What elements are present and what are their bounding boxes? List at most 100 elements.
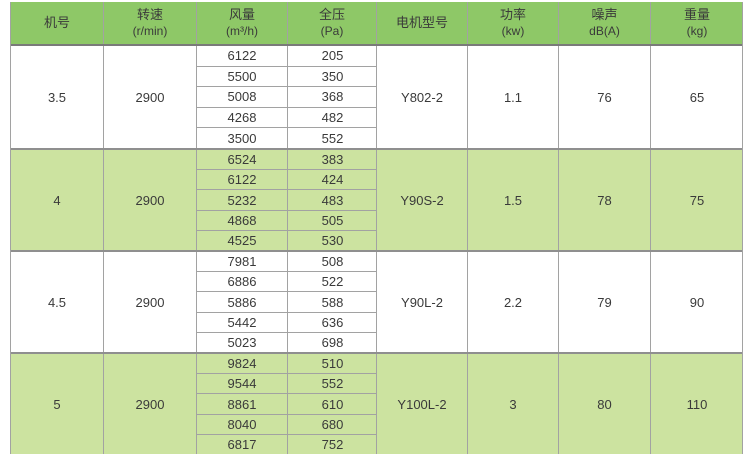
speed-cell: 2900 bbox=[104, 46, 197, 148]
airflow-value: 3500 bbox=[197, 128, 288, 148]
column-header-speed: 转速 (r/min) bbox=[104, 2, 197, 44]
airflow-value: 5500 bbox=[197, 66, 288, 87]
airflow-value: 9824 bbox=[197, 354, 288, 374]
column-header-label: 噪声 bbox=[591, 7, 618, 23]
weight-cell: 65 bbox=[689, 89, 705, 105]
pressure-value: 368 bbox=[321, 89, 344, 105]
airflow-pressure-row: 7981 508 bbox=[197, 252, 376, 272]
pressure-value: 588 bbox=[321, 294, 344, 310]
column-header-power: 功率 (kw) bbox=[468, 2, 559, 44]
noise-cell: 78 bbox=[559, 150, 651, 250]
fan-size-cell: 3.5 bbox=[11, 46, 104, 148]
column-header-airflow: 风量 (m³/h) bbox=[197, 2, 288, 44]
airflow-pressure-row: 6817 752 bbox=[197, 433, 376, 454]
pressure-value: 483 bbox=[321, 192, 344, 208]
airflow-value: 7981 bbox=[197, 252, 288, 272]
row-group: 3.5 2900 6122 205 5500 350 5008 368 4268 482 350… bbox=[11, 46, 742, 148]
pressure-value: 752 bbox=[321, 436, 344, 452]
airflow-pressure-row: 9824 510 bbox=[197, 354, 376, 374]
pressure-value: 636 bbox=[321, 314, 344, 330]
airflow-pressure-subrows: 6122 205 5500 350 5008 368 4268 482 3500 552 bbox=[197, 46, 377, 148]
airflow-pressure-subrows: 6524 383 6122 424 5232 483 4868 505 4525 530 bbox=[197, 150, 377, 251]
column-header-unit: dB(A) bbox=[589, 23, 620, 38]
airflow-value: 5886 bbox=[197, 292, 288, 312]
column-header-label: 机号 bbox=[43, 14, 70, 30]
power-cell: 3 bbox=[468, 354, 559, 454]
airflow-value: 6122 bbox=[197, 170, 288, 190]
pressure-value: 522 bbox=[321, 274, 344, 290]
airflow-value: 5232 bbox=[197, 190, 288, 210]
row-group: 4.5 2900 7981 508 6886 522 5886 588 5442 636 502… bbox=[11, 250, 742, 353]
airflow-value: 8040 bbox=[197, 414, 288, 434]
airflow-pressure-row: 5023 698 bbox=[197, 331, 376, 353]
noise-cell: 76 bbox=[559, 46, 651, 148]
fan-size-cell: 5 bbox=[11, 354, 104, 454]
speed-cell: 2900 bbox=[104, 252, 197, 352]
airflow-value: 5023 bbox=[197, 332, 288, 353]
power-cell: 1.5 bbox=[468, 150, 559, 250]
column-header-weight: 重量 (kg) bbox=[651, 2, 743, 44]
column-header-label: 全压 bbox=[318, 7, 345, 23]
airflow-value: 6817 bbox=[197, 434, 288, 454]
pressure-value: 510 bbox=[321, 356, 344, 372]
airflow-pressure-subrows: 9824 510 9544 552 8861 610 8040 680 6817 752 bbox=[197, 354, 377, 454]
noise-cell: 80 bbox=[559, 354, 651, 454]
airflow-pressure-subrows: 7981 508 6886 522 5886 588 5442 636 5023 698 bbox=[197, 252, 377, 353]
weight-cell: 110 bbox=[686, 396, 708, 412]
pressure-value: 680 bbox=[321, 416, 344, 432]
pressure-value: 552 bbox=[321, 130, 344, 146]
airflow-pressure-row: 5442 636 bbox=[197, 311, 376, 332]
airflow-value: 4268 bbox=[197, 107, 288, 128]
noise-cell: 79 bbox=[559, 252, 651, 352]
airflow-pressure-row: 9544 552 bbox=[197, 373, 376, 394]
airflow-value: 4525 bbox=[197, 230, 288, 251]
column-header-fan-size: 机号 bbox=[11, 2, 104, 44]
airflow-pressure-row: 6122 424 bbox=[197, 169, 376, 190]
pressure-value: 424 bbox=[321, 172, 344, 188]
fan-spec-table: 机号 转速 (r/min) 风量 (m³/h) 全压 (Pa) 电机型号 功率 bbox=[10, 2, 743, 454]
airflow-pressure-row: 4268 482 bbox=[197, 106, 376, 128]
column-header-pressure: 全压 (Pa) bbox=[288, 2, 377, 44]
power-cell: 2.2 bbox=[468, 252, 559, 352]
row-group: 4 2900 6524 383 6122 424 5232 483 4868 505 4525 5… bbox=[11, 148, 742, 251]
column-header-motor-model: 电机型号 bbox=[377, 2, 468, 44]
airflow-pressure-row: 6122 205 bbox=[197, 46, 376, 66]
airflow-pressure-row: 4525 530 bbox=[197, 229, 376, 251]
column-header-unit: (kw) bbox=[501, 23, 525, 38]
airflow-pressure-row: 5500 350 bbox=[197, 65, 376, 87]
motor-model-cell: Y100L-2 bbox=[377, 354, 468, 454]
pressure-value: 383 bbox=[321, 152, 344, 168]
table-header-row: 机号 转速 (r/min) 风量 (m³/h) 全压 (Pa) 电机型号 功率 bbox=[11, 2, 742, 46]
airflow-pressure-row: 3500 552 bbox=[197, 127, 376, 148]
pressure-value: 508 bbox=[321, 254, 344, 270]
pressure-value: 505 bbox=[321, 212, 344, 228]
airflow-value: 6524 bbox=[197, 150, 288, 170]
airflow-value: 6122 bbox=[197, 46, 288, 66]
motor-model-cell: Y90S-2 bbox=[377, 150, 468, 250]
column-header-unit: (kg) bbox=[686, 23, 708, 38]
column-header-unit: (m³/h) bbox=[226, 23, 258, 38]
pressure-value: 482 bbox=[321, 110, 344, 126]
airflow-pressure-row: 6524 383 bbox=[197, 150, 376, 170]
column-header-unit: (r/min) bbox=[132, 23, 168, 38]
airflow-value: 6886 bbox=[197, 272, 288, 292]
speed-cell: 2900 bbox=[104, 150, 197, 250]
column-header-label: 功率 bbox=[499, 7, 526, 23]
airflow-pressure-row: 5008 368 bbox=[197, 86, 376, 107]
motor-model-cell: Y90L-2 bbox=[377, 252, 468, 352]
airflow-value: 4868 bbox=[197, 210, 288, 230]
airflow-pressure-row: 8040 680 bbox=[197, 413, 376, 434]
pressure-value: 698 bbox=[321, 334, 344, 350]
column-header-noise: 噪声 dB(A) bbox=[559, 2, 651, 44]
pressure-value: 205 bbox=[321, 48, 344, 64]
airflow-pressure-row: 5232 483 bbox=[197, 189, 376, 210]
column-header-label: 风量 bbox=[228, 7, 255, 23]
column-header-unit: (Pa) bbox=[320, 23, 344, 38]
airflow-pressure-row: 6886 522 bbox=[197, 271, 376, 292]
weight-cell: 90 bbox=[689, 294, 705, 310]
table-body: 3.5 2900 6122 205 5500 350 5008 368 4268 482 350… bbox=[11, 46, 742, 454]
pressure-value: 530 bbox=[321, 232, 344, 248]
fan-size-cell: 4.5 bbox=[11, 252, 104, 352]
pressure-value: 552 bbox=[321, 376, 344, 392]
